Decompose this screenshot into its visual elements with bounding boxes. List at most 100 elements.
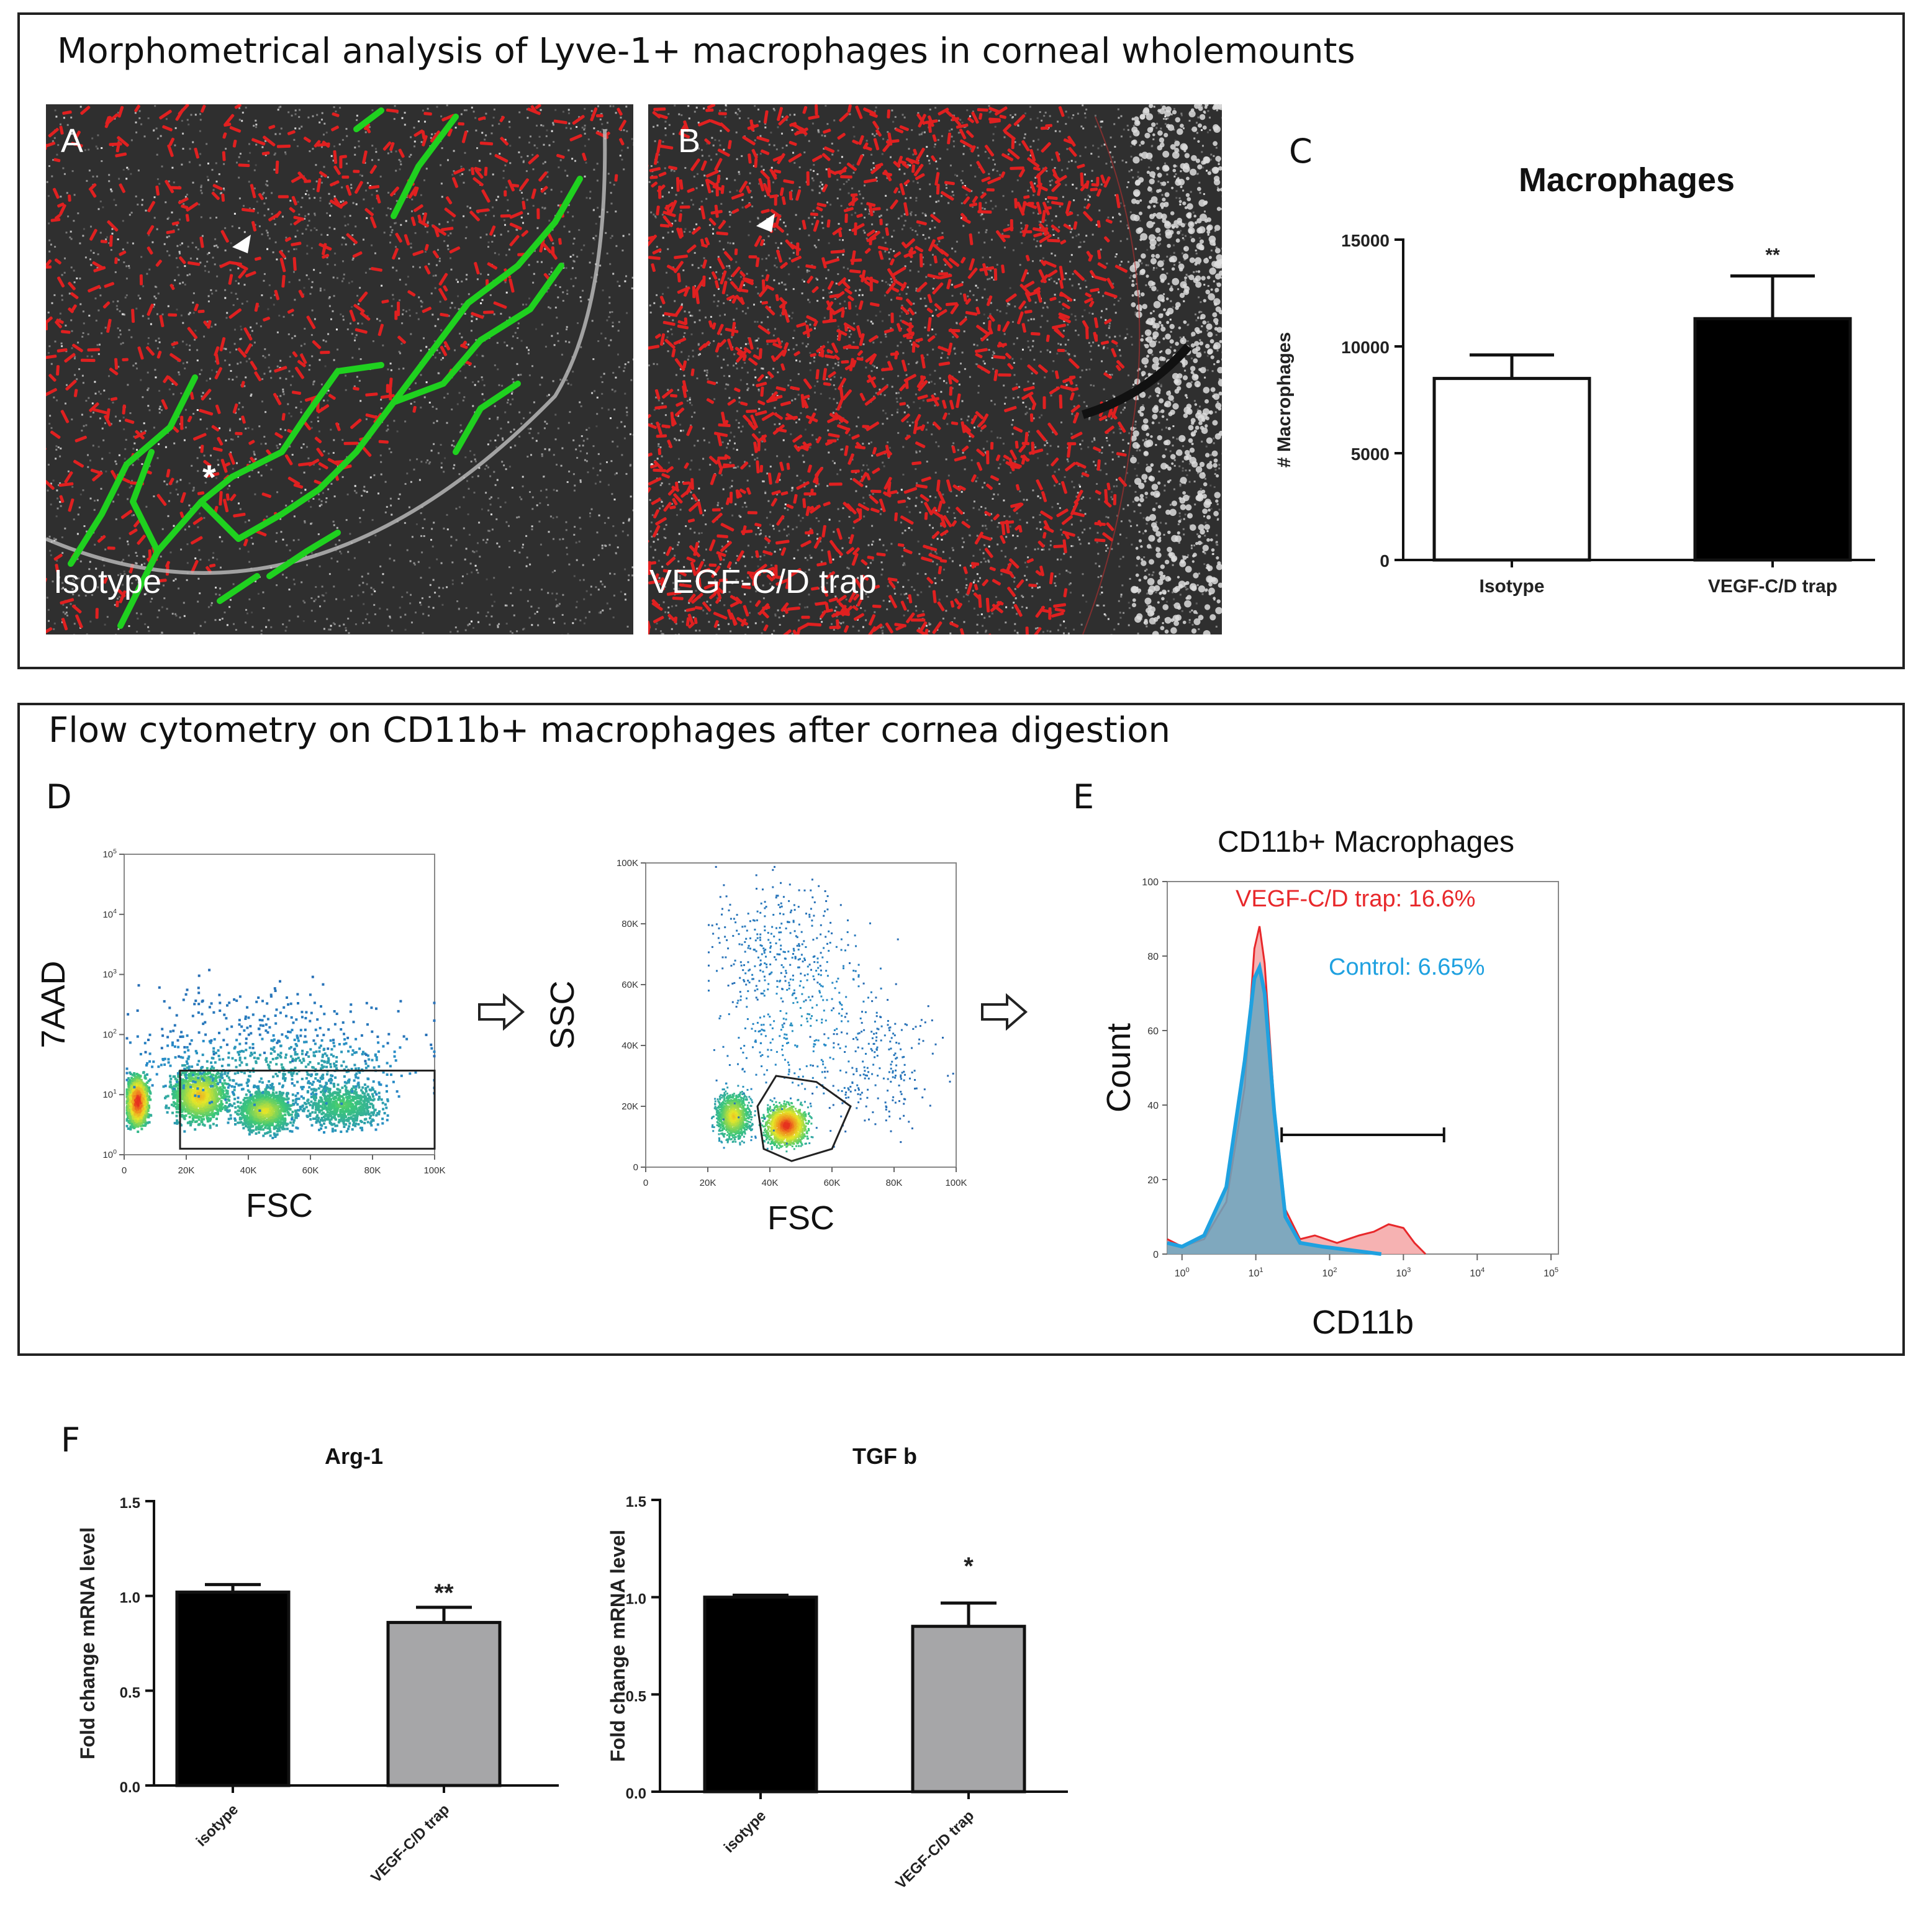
significance-marker: ** — [1765, 245, 1780, 265]
chart-title: Macrophages — [1519, 161, 1735, 199]
x-tick-label: 100K — [945, 1178, 967, 1188]
x-tick-label: 103 — [1396, 1266, 1411, 1279]
y-tick-label: 0.5 — [120, 1684, 140, 1701]
gate-rectangle — [179, 1069, 436, 1150]
micrograph-isotype: * A Isotype — [46, 104, 633, 634]
chart-c: Macrophages 0 5000 10000 15000 # Macrophages I… — [1248, 143, 1894, 639]
macrophage-cells — [648, 104, 1128, 634]
chart-title: Arg-1 — [325, 1443, 383, 1469]
y-tick-label: 60K — [622, 980, 638, 990]
x-tick-label: 20K — [178, 1165, 195, 1176]
y-tick-label: 100 — [1142, 877, 1159, 888]
y-tick-label: 15000 — [1341, 231, 1390, 250]
x-tick-label: 60K — [302, 1165, 319, 1176]
x-tick-label: 101 — [1249, 1266, 1263, 1279]
x-tick-label: 102 — [1322, 1266, 1337, 1279]
bar — [175, 1591, 291, 1787]
panel-f-letter: F — [61, 1420, 81, 1460]
chart-d1: 0 20K 40K 60K 80K 100K 100 101 102 103 104 105 FSC 7A… — [37, 832, 453, 1242]
y-tick-label: 0.0 — [120, 1779, 140, 1796]
micrograph-vegf-trap-image — [648, 104, 1222, 634]
bar — [703, 1596, 818, 1794]
x-axis-label: FSC — [767, 1199, 834, 1237]
arrowhead-marker — [756, 214, 775, 232]
y-tick-label: 105 — [102, 847, 117, 860]
y-tick-label: 102 — [102, 1028, 117, 1040]
chart-title: CD11b+ Macrophages — [1218, 826, 1514, 859]
micrograph-background — [648, 104, 1222, 634]
x-axis-label: CD11b — [1312, 1304, 1414, 1341]
arrow-right-icon — [981, 993, 1028, 1031]
y-tick-label: 103 — [102, 968, 117, 980]
category-label: Isotype — [1479, 576, 1544, 597]
lymphatic-vessels — [68, 107, 583, 629]
legend-control: Control: 6.65% — [1329, 954, 1485, 980]
y-tick-label: 80K — [622, 919, 638, 929]
x-tick-label: 20K — [700, 1178, 716, 1188]
y-tick-label: 20K — [622, 1101, 638, 1112]
chart-d1-svg: 0 20K 40K 60K 80K 100K 100 101 102 103 104 105 FSC 7A… — [37, 847, 446, 1224]
y-axis-label: Count — [1100, 1023, 1137, 1113]
histogram-line-control — [1167, 961, 1382, 1256]
chart-e-svg: CD11b+ Macrophages 0 20 40 60 80 100 100 101 102 1… — [1100, 826, 1559, 1341]
chart-title: TGF b — [852, 1443, 917, 1469]
x-tick-label: 80K — [886, 1178, 903, 1188]
y-tick-label: 1.0 — [120, 1590, 140, 1607]
asterisk-marker: * — [202, 458, 216, 497]
y-tick-label: 101 — [102, 1088, 117, 1100]
limbus-vessel — [1081, 343, 1192, 419]
y-tick-label: 0 — [633, 1162, 638, 1173]
bar — [1432, 377, 1591, 562]
bar — [386, 1620, 502, 1787]
y-axis-label: Fold change mRNA level — [76, 1527, 99, 1759]
gate-polygon — [756, 1075, 852, 1162]
y-tick-label: 40K — [622, 1040, 638, 1051]
y-tick-label: 0.0 — [626, 1785, 646, 1802]
y-tick-label: 0 — [1153, 1250, 1159, 1260]
x-tick-label: 100K — [423, 1165, 445, 1176]
significance-marker: * — [964, 1553, 974, 1580]
category-label: VEGF-C/D trap — [1708, 576, 1837, 597]
y-tick-label: 100 — [102, 1148, 117, 1160]
panel-e-letter: E — [1073, 777, 1095, 816]
morphometric-section-title: Morphometrical analysis of Lyve-1+ macro… — [57, 31, 1355, 71]
flow-section-title: Flow cytometry on CD11b+ macrophages aft… — [48, 710, 1171, 751]
chart-d2-svg: 0 20K 40K 60K 80K 100K 0 20K 40K 60K 80K 100K FSC SSC — [546, 858, 967, 1237]
legend-vegf-trap: VEGF-C/D trap: 16.6% — [1236, 886, 1475, 912]
chart-c-svg: Macrophages 0 5000 10000 15000 # Macrophages I… — [1274, 161, 1875, 597]
category-label: VEGF-C/D trap — [892, 1807, 977, 1892]
bar — [1693, 317, 1852, 562]
x-tick-label: 40K — [762, 1178, 779, 1188]
y-tick-label: 0 — [1380, 551, 1390, 571]
category-label: VEGF-C/D trap — [368, 1801, 453, 1886]
limbus-border — [1082, 116, 1141, 634]
y-tick-label: 1.5 — [626, 1494, 646, 1510]
event-density — [708, 865, 954, 1153]
y-tick-label: 10000 — [1341, 338, 1390, 357]
micrograph-vegf-trap-label: VEGF-C/D trap — [649, 563, 877, 600]
micrograph-isotype-letter: A — [61, 122, 84, 160]
chart-f2-svg: TGF b 0.0 0.5 1.0 1.5 Fold change mRNA level i… — [607, 1443, 1068, 1892]
x-tick-label: 105 — [1544, 1266, 1558, 1279]
chart-e: CD11b+ Macrophages 0 20 40 60 80 100 100 101 102 1… — [1068, 807, 1577, 1347]
x-tick-label: 80K — [364, 1165, 381, 1176]
histogram-area-control — [1167, 967, 1381, 1254]
chart-f1-svg: Arg-1 0.0 0.5 1.0 1.5 Fold change mRNA level i… — [76, 1443, 559, 1886]
y-tick-label: 80 — [1147, 952, 1159, 962]
micrograph-texture — [46, 104, 633, 634]
bar — [911, 1625, 1026, 1794]
significance-marker: ** — [434, 1579, 454, 1607]
event-density — [125, 968, 436, 1139]
micrograph-vegf-trap: B VEGF-C/D trap — [648, 104, 1222, 634]
x-tick-label: 104 — [1470, 1266, 1485, 1279]
y-tick-label: 1.5 — [120, 1495, 140, 1512]
micrograph-isotype-image: * — [46, 104, 633, 634]
limbus-border — [46, 129, 607, 575]
x-tick-label: 0 — [122, 1165, 127, 1176]
y-tick-label: 60 — [1147, 1026, 1159, 1037]
y-tick-label: 100K — [617, 858, 638, 869]
arrow-right-icon — [478, 993, 525, 1031]
x-tick-label: 0 — [643, 1178, 648, 1188]
chart-d2: 0 20K 40K 60K 80K 100K 0 20K 40K 60K 80K 100K FSC SSC — [546, 844, 969, 1254]
category-label: isotype — [193, 1801, 242, 1850]
